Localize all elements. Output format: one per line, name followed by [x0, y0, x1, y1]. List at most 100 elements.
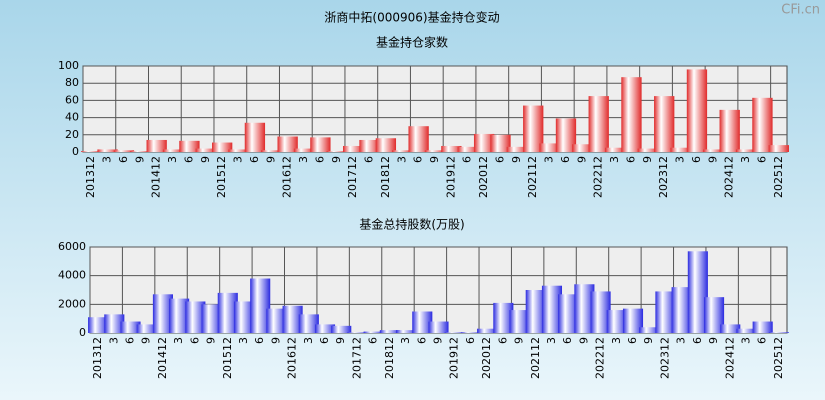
bar [104, 314, 125, 333]
x-tick-label: 3 [610, 337, 623, 344]
x-tick-label: 202012 [480, 337, 493, 379]
bar [217, 292, 238, 333]
y-tick-label: 60 [65, 93, 79, 106]
x-tick-label: 9 [577, 337, 590, 344]
x-tick-label: 202512 [772, 156, 785, 198]
bar [179, 140, 200, 152]
x-tick-label: 201912 [444, 156, 457, 198]
chart-title: 基金总持股数(万股) [359, 217, 464, 232]
bar [654, 96, 675, 152]
plot-area [82, 65, 788, 153]
bar [639, 327, 660, 333]
x-tick-label: 202412 [723, 337, 736, 379]
x-tick-label: 9 [334, 337, 347, 344]
x-tick-label: 202112 [526, 156, 539, 198]
x-tick-label: 9 [199, 156, 212, 163]
bar [460, 332, 481, 333]
x-tick-label: 9 [641, 156, 654, 163]
x-tick-label: 202412 [723, 156, 736, 198]
bar [347, 332, 368, 333]
bar [768, 145, 789, 152]
bar [331, 325, 352, 333]
bar [424, 150, 446, 152]
bar [621, 77, 642, 152]
y-tick-label: 0 [72, 145, 79, 158]
bar [233, 301, 255, 333]
x-tick-label: 3 [232, 156, 245, 163]
x-tick-label: 3 [107, 337, 120, 344]
bar [704, 297, 725, 333]
bar [314, 324, 336, 333]
bar [622, 308, 644, 333]
bar [201, 304, 222, 333]
bar [541, 285, 563, 333]
bar [375, 138, 397, 152]
y-tick-label: 40 [65, 111, 79, 124]
x-tick-label: 9 [133, 156, 146, 163]
bar [212, 142, 233, 152]
bar [604, 147, 626, 152]
bar [195, 148, 216, 152]
bar [136, 324, 157, 333]
x-tick-label: 201712 [350, 337, 363, 379]
y-tick-label: 80 [65, 76, 79, 89]
x-tick-label: 6 [561, 337, 574, 344]
x-tick-label: 3 [608, 156, 621, 163]
x-tick-label: 201512 [215, 156, 228, 198]
bar [392, 150, 413, 152]
chart-title: 基金持仓家数 [376, 35, 448, 50]
bar [162, 149, 184, 152]
page-title: 浙商中拓(000906)基金持仓变动 [324, 10, 499, 25]
x-tick-label: 201812 [379, 156, 392, 198]
x-tick-label: 6 [253, 337, 266, 344]
y-tick-label: 0 [79, 326, 86, 339]
x-tick-label: 201412 [156, 337, 169, 379]
x-tick-label: 6 [182, 156, 195, 163]
bar [473, 133, 495, 152]
x-tick-label: 6 [559, 156, 572, 163]
x-tick-label: 3 [739, 156, 752, 163]
bar [185, 301, 206, 333]
bar [574, 284, 595, 333]
x-tick-label: 201512 [221, 337, 234, 379]
bar [655, 291, 676, 333]
bar [146, 139, 167, 152]
x-tick-label: 6 [691, 337, 704, 344]
bar [310, 137, 331, 152]
x-tick-label: 6 [318, 337, 331, 344]
bar [408, 126, 429, 152]
bar [671, 287, 692, 333]
bar [572, 144, 593, 152]
bar [326, 151, 347, 152]
x-tick-label: 6 [124, 337, 137, 344]
bar [720, 324, 741, 333]
bar [493, 302, 514, 333]
bar [444, 332, 465, 333]
x-tick-label: 201312 [84, 156, 97, 198]
y-tick-label: 4000 [58, 269, 86, 282]
x-tick-label: 9 [575, 156, 588, 163]
x-tick-label: 6 [117, 156, 130, 163]
x-tick-label: 6 [755, 156, 768, 163]
bar [228, 149, 249, 152]
x-tick-label: 9 [706, 156, 719, 163]
bar [412, 311, 433, 333]
x-tick-label: 6 [624, 156, 637, 163]
bar [441, 145, 462, 152]
bar [293, 148, 315, 152]
bar [637, 148, 658, 152]
x-tick-label: 201712 [346, 156, 359, 198]
x-tick-label: 3 [297, 156, 310, 163]
bar [768, 332, 789, 333]
y-tick-label: 2000 [58, 297, 86, 310]
x-tick-label: 3 [237, 337, 250, 344]
bar [490, 134, 511, 152]
bar [277, 136, 298, 152]
x-tick-label: 6 [464, 337, 477, 344]
bar [539, 143, 560, 152]
x-tick-label: 3 [543, 156, 556, 163]
bar [735, 149, 757, 152]
bar [113, 150, 135, 152]
x-tick-label: 201912 [448, 337, 461, 379]
x-tick-label: 201312 [91, 337, 104, 379]
